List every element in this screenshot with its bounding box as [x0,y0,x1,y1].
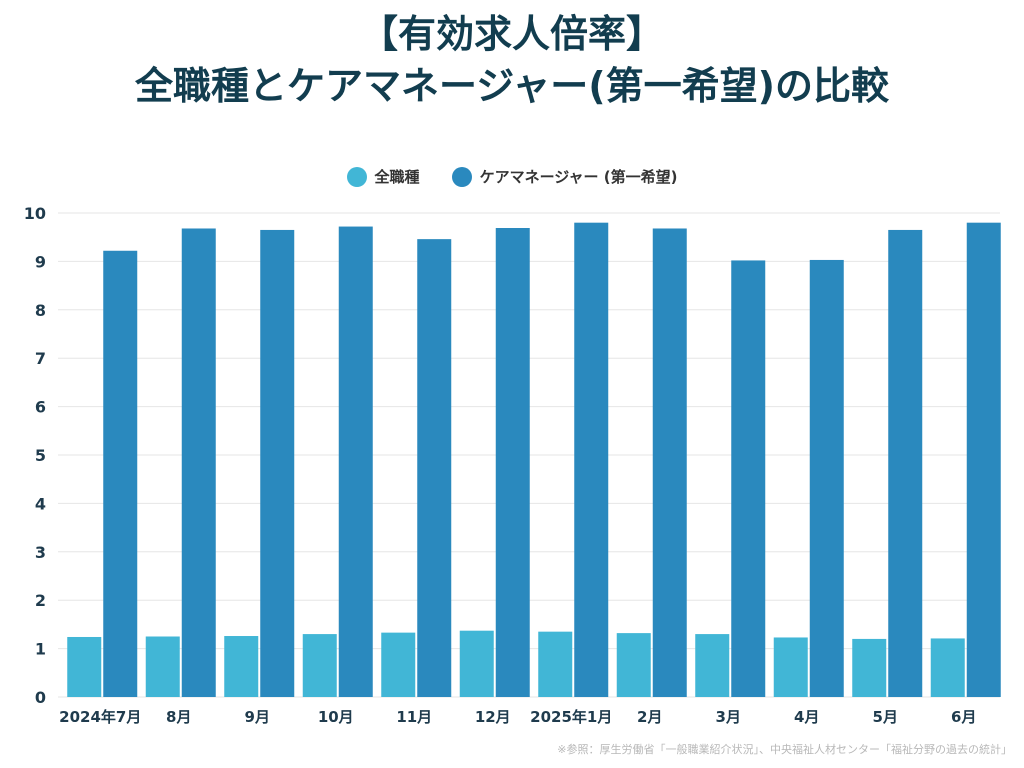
y-tick-label: 1 [35,640,46,659]
legend-swatch-series-1 [346,166,367,187]
bar-series-1 [616,633,651,697]
bar-series-1 [302,634,337,697]
legend-swatch-series-2 [451,166,472,187]
bar-series-2 [809,259,844,697]
chart-title: 【有効求人倍率】 全職種とケアマネージャー(第一希望)の比較 [0,8,1024,112]
bar-series-2 [181,228,216,697]
x-tick-label: 2024年7月 [59,708,141,726]
y-tick-label: 5 [35,446,46,465]
bar-series-1 [538,631,573,697]
bar-series-2 [888,229,923,697]
bar-series-2 [574,222,609,697]
bar-series-1 [930,638,965,697]
legend: 全職種 ケアマネージャー (第一希望) [0,166,1024,187]
legend-label-series-1: 全職種 [374,168,420,186]
y-tick-label: 8 [35,301,46,320]
bar-series-1 [695,634,730,697]
bar-series-2 [495,228,530,697]
x-tick-label: 12月 [475,708,511,726]
bar-series-2 [731,260,766,697]
x-tick-label: 10月 [318,708,354,726]
y-tick-label: 4 [35,494,46,513]
y-tick-label: 2 [35,591,46,610]
y-tick-label: 7 [35,349,46,368]
legend-item-series-1: 全職種 [346,166,420,187]
bar-series-2 [417,239,452,698]
bar-series-1 [773,637,808,697]
x-tick-label: 2025年1月 [530,708,612,726]
y-tick-label: 0 [35,688,46,707]
bar-series-2 [103,250,138,697]
bar-series-1 [224,636,259,697]
bar-series-2 [652,228,687,697]
bar-series-1 [381,632,416,697]
bar-series-2 [260,229,295,697]
y-tick-label: 10 [24,204,46,223]
y-tick-label: 3 [35,543,46,562]
legend-item-series-2: ケアマネージャー (第一希望) [451,166,678,187]
title-line-2: 全職種とケアマネージャー(第一希望)の比較 [134,64,890,108]
bar-series-2 [966,222,1001,697]
bar-series-1 [852,638,887,697]
bar-series-1 [145,636,180,697]
source-note: ※参照：厚生労働省「一般職業紹介状況」、中央福祉人材センター「福祉分野の過去の統… [557,743,1012,756]
y-tick-label: 6 [35,398,46,417]
y-tick-label: 9 [35,252,46,271]
x-tick-label: 5月 [873,708,898,726]
bar-series-2 [338,226,373,697]
title-line-1: 【有効求人倍率】 [359,12,664,56]
x-tick-label: 3月 [716,708,741,726]
x-tick-label: 8月 [166,708,191,726]
x-tick-label: 6月 [951,708,976,726]
x-tick-label: 11月 [396,708,432,726]
bar-series-1 [67,636,102,697]
x-tick-label: 9月 [245,708,270,726]
x-tick-label: 4月 [794,708,819,726]
bar-series-1 [459,630,494,697]
x-tick-label: 2月 [637,708,662,726]
legend-label-series-2: ケアマネージャー (第一希望) [479,168,678,186]
